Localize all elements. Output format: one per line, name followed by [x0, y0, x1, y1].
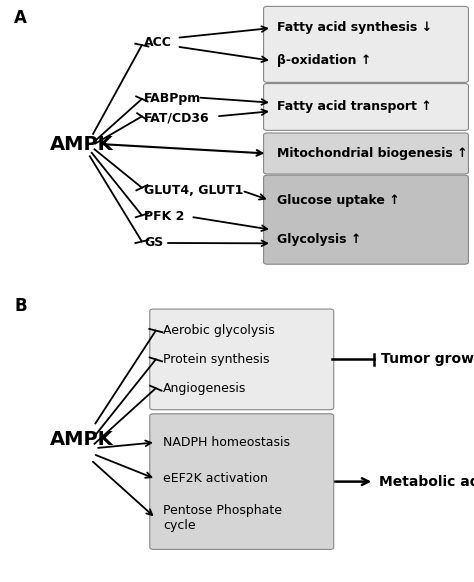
Text: ACC: ACC	[144, 36, 172, 49]
Text: Fatty acid synthesis ↓: Fatty acid synthesis ↓	[277, 22, 432, 34]
Text: B: B	[14, 297, 27, 315]
Text: eEF2K activation: eEF2K activation	[163, 473, 268, 485]
Text: Protein synthesis: Protein synthesis	[163, 353, 269, 366]
FancyBboxPatch shape	[264, 84, 468, 130]
Text: Glucose uptake ↑: Glucose uptake ↑	[277, 194, 399, 207]
Text: Aerobic glycolysis: Aerobic glycolysis	[163, 324, 274, 337]
Text: GLUT4, GLUT1: GLUT4, GLUT1	[144, 184, 244, 197]
Text: AMPK: AMPK	[50, 134, 113, 154]
Text: Glycolysis ↑: Glycolysis ↑	[277, 233, 361, 246]
Text: NADPH homeostasis: NADPH homeostasis	[163, 436, 290, 449]
FancyBboxPatch shape	[264, 175, 468, 264]
Text: Metabolic adaptation: Metabolic adaptation	[379, 474, 474, 489]
Text: FABPpm: FABPpm	[144, 93, 201, 105]
Text: GS: GS	[144, 236, 164, 250]
FancyBboxPatch shape	[264, 133, 468, 174]
Text: A: A	[14, 9, 27, 27]
Text: PFK 2: PFK 2	[144, 210, 184, 223]
Text: β-oxidation ↑: β-oxidation ↑	[277, 54, 371, 68]
Text: Tumor growth: Tumor growth	[381, 352, 474, 367]
Text: Mitochondrial biogenesis ↑: Mitochondrial biogenesis ↑	[277, 147, 467, 160]
FancyBboxPatch shape	[150, 309, 334, 410]
Text: AMPK: AMPK	[50, 430, 113, 449]
FancyBboxPatch shape	[264, 6, 468, 82]
Text: Fatty acid transport ↑: Fatty acid transport ↑	[277, 101, 431, 113]
FancyBboxPatch shape	[150, 414, 334, 549]
Text: Angiogenesis: Angiogenesis	[163, 382, 246, 395]
Text: FAT/CD36: FAT/CD36	[144, 111, 210, 125]
Text: Pentose Phosphate
cycle: Pentose Phosphate cycle	[163, 504, 282, 533]
